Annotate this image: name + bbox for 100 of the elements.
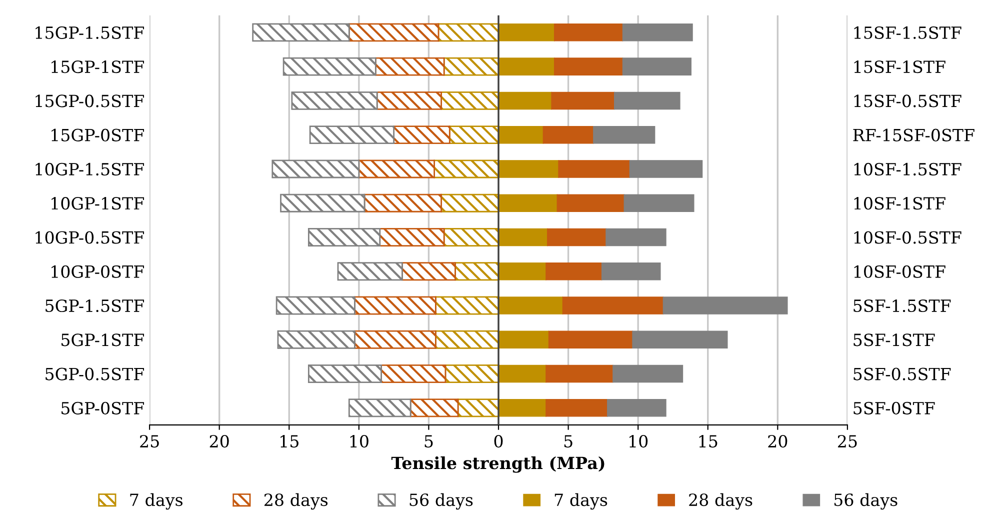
bar <box>498 262 546 280</box>
x-tick-label: 5 <box>424 435 433 448</box>
y-tick-label: 10GP-1.5STF <box>36 162 144 176</box>
x-tick-label: 10 <box>350 434 368 448</box>
legend-label: 7 days <box>554 493 608 510</box>
bar <box>272 160 360 178</box>
y2-tick-label: 10SF-0.5STF <box>854 231 962 244</box>
bar <box>358 160 435 178</box>
bar <box>440 91 500 110</box>
y2-tick-label: 10SF-1.5STF <box>854 162 962 176</box>
bar <box>498 92 552 110</box>
y-tick-label: 15GP-0.5STF <box>36 94 144 108</box>
bar <box>380 364 446 383</box>
bar <box>401 262 456 281</box>
bar <box>498 160 559 178</box>
bar <box>379 228 445 246</box>
bar <box>376 91 442 110</box>
bar <box>498 126 544 144</box>
x-axis-title: Tensile strength (MPa) <box>391 456 604 473</box>
x-tick-label: 20 <box>210 434 229 448</box>
y-tick-label: 15GP-0STF <box>52 128 144 142</box>
bar <box>444 364 500 383</box>
bar <box>434 296 500 315</box>
bar <box>364 194 442 212</box>
y2-tick-label: 15SF-0.5STF <box>854 94 962 108</box>
y2-tick-label: 5SF-0STF <box>854 402 935 414</box>
bar <box>448 126 500 144</box>
y2-tick-label: 10SF-0STF <box>854 265 946 278</box>
bar <box>280 194 366 212</box>
bar <box>546 262 602 280</box>
bar <box>498 58 555 76</box>
bar <box>337 262 403 281</box>
y2-tick-label: 10SF-1STF <box>854 197 946 210</box>
y2-tick-label: 5SF-1.5STF <box>854 299 951 312</box>
bar <box>607 399 666 417</box>
bar <box>593 126 656 144</box>
x-tick-label: 15 <box>699 434 718 448</box>
bar <box>348 398 412 418</box>
bar <box>276 296 356 315</box>
bar <box>546 399 608 417</box>
x-tick-label: 5 <box>564 435 572 448</box>
bar <box>556 194 624 212</box>
legend-label: 28 days <box>689 493 752 510</box>
bar <box>554 24 624 42</box>
x-tick-label: 20 <box>768 434 788 448</box>
legend-label: 56 days <box>410 493 473 510</box>
bar <box>554 58 624 76</box>
y-tick-label: 15GP-1.5STF <box>36 26 144 39</box>
bar <box>606 228 666 246</box>
y-tick-label: 5GP-0STF <box>62 402 144 414</box>
bar <box>614 92 680 110</box>
bar <box>443 57 500 76</box>
bar <box>277 330 356 349</box>
bar <box>498 364 546 383</box>
x-tick-label: 25 <box>140 434 159 448</box>
y-tick-label: 10GP-0.5STF <box>36 231 144 244</box>
bar <box>624 194 694 212</box>
y2-tick-label: 15SF-1STF <box>854 60 946 74</box>
legend-label: 7 days <box>130 493 182 510</box>
bar <box>308 364 382 383</box>
bar <box>629 160 703 178</box>
bar <box>454 262 500 281</box>
bar <box>438 23 500 42</box>
bar <box>252 23 350 42</box>
bar <box>632 330 728 349</box>
legend-label: 56 days <box>834 493 898 510</box>
y-tick-label: 10GP-1STF <box>52 197 144 210</box>
bar <box>498 296 564 314</box>
bar <box>558 160 630 178</box>
bar <box>308 228 381 246</box>
x-tick-label: 0 <box>494 434 503 448</box>
y2-tick-label: RF-15SF-0STF <box>853 128 974 142</box>
bar <box>354 330 436 349</box>
bar <box>291 91 378 110</box>
bar <box>498 24 555 42</box>
bar <box>434 330 500 349</box>
bar <box>434 160 500 178</box>
x-tick-label: 25 <box>838 434 857 448</box>
legend-label: 28 days <box>264 493 328 510</box>
bar <box>562 296 664 314</box>
bar <box>498 194 558 212</box>
bar <box>443 228 500 246</box>
y2-tick-label: 15SF-1.5STF <box>854 26 962 39</box>
bar <box>662 296 788 314</box>
y2-tick-label: 5SF-0.5STF <box>854 368 951 380</box>
bar <box>410 398 459 418</box>
bar <box>612 364 684 383</box>
bar <box>393 126 450 144</box>
bar <box>498 399 546 417</box>
y-tick-label: 10GP-0STF <box>52 265 144 278</box>
bar <box>622 58 692 76</box>
x-tick-label: 10 <box>630 434 648 448</box>
bar <box>354 296 436 315</box>
bar <box>551 92 615 110</box>
bar <box>548 330 633 349</box>
bar <box>542 126 594 144</box>
bar <box>498 330 550 349</box>
y-tick-label: 5GP-1.5STF <box>46 299 144 312</box>
x-tick-label: 15 <box>280 434 298 448</box>
bar <box>457 398 500 418</box>
